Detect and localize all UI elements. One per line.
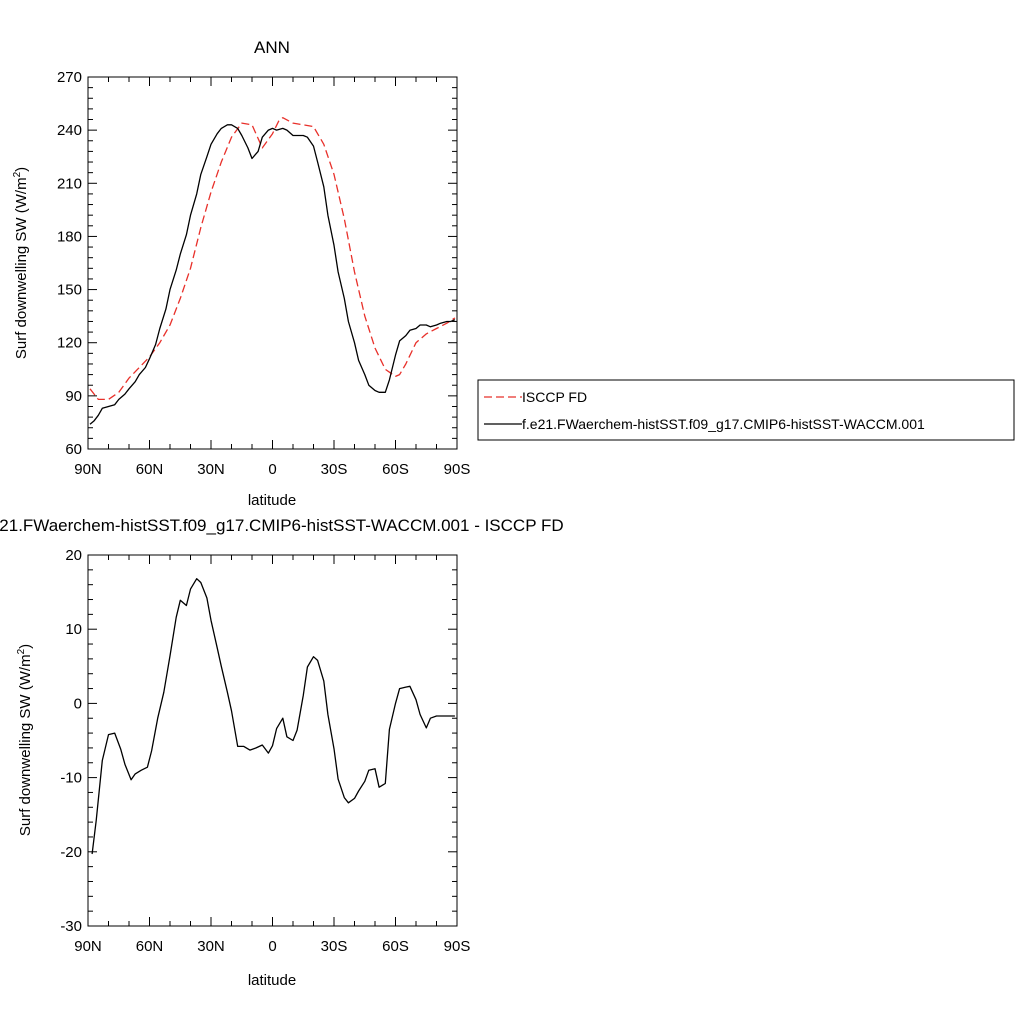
bottom-panel-y-tick-label: -30 (60, 918, 82, 935)
top-panel-x-tick-label: 60N (136, 461, 164, 478)
top-panel-x-tick-label: 60S (382, 461, 409, 478)
top-panel-y-tick-label: 90 (65, 388, 82, 405)
top-panel-x-axis-title: latitude (248, 492, 296, 509)
bottom-panel-x-tick-label: 90N (74, 938, 102, 955)
bottom-panel-x-tick-label: 90S (444, 938, 471, 955)
bottom-panel-y-tick-label: -20 (60, 844, 82, 861)
top-panel-x-tick-label: 30N (197, 461, 225, 478)
bottom-panel-x-tick-label: 0 (268, 938, 276, 955)
top-panel-series-group (89, 117, 456, 425)
top-panel-x-tick-label: 90N (74, 461, 102, 478)
bottom-panel-x-tick-label: 60N (136, 938, 164, 955)
top-panel-y-axis-title: Surf downwelling SW (W/m2) (12, 167, 30, 359)
bottom-panel-series-line-0 (91, 578, 455, 855)
bottom-panel-x-tick-label: 60S (382, 938, 409, 955)
bottom-panel-frame (87, 554, 458, 927)
top-panel: ANN 90N 60N 30N 0 30S 60S 90S 60 90 120 150 180 210 2… (12, 38, 470, 509)
top-panel-series-line-0 (89, 117, 456, 401)
top-panel-y-tick-label: 120 (57, 335, 82, 352)
top-panel-x-tick-label: 0 (268, 461, 276, 478)
top-panel-y-tick-label: 240 (57, 122, 82, 139)
bottom-panel-series-group (91, 578, 455, 855)
bottom-panel: f.e21.FWaerchem-histSST.f09_g17.CMIP6-hi… (0, 516, 564, 989)
legend: ISCCP FD f.e21.FWaerchem-histSST.f09_g17… (477, 379, 1015, 441)
top-panel-series-line-1 (89, 124, 456, 425)
bottom-panel-x-tick-label: 30S (321, 938, 348, 955)
legend-box (477, 379, 1015, 441)
top-panel-y-tick-label: 270 (57, 69, 82, 86)
top-panel-y-tick-label: 210 (57, 175, 82, 192)
bottom-panel-y-axis-title: Surf downwelling SW (W/m2) (16, 644, 34, 836)
top-panel-y-tick-label: 60 (65, 441, 82, 458)
top-panel-y-tick-label: 150 (57, 282, 82, 299)
bottom-panel-y-tick-label: -10 (60, 770, 82, 787)
bottom-panel-x-tick-label: 30N (197, 938, 225, 955)
top-panel-x-tick-label: 90S (444, 461, 471, 478)
legend-label-isccp: ISCCP FD (522, 389, 587, 405)
top-panel-title: ANN (254, 38, 290, 57)
bottom-panel-y-tick-label: 10 (65, 621, 82, 638)
top-panel-ticks: 90N 60N 30N 0 30S 60S 90S 60 90 120 150 180 210 240 27… (57, 69, 470, 478)
bottom-panel-y-tick-label: 0 (74, 695, 82, 712)
top-panel-y-tick-label: 180 (57, 228, 82, 245)
bottom-panel-x-axis-title: latitude (248, 972, 296, 989)
bottom-panel-title: f.e21.FWaerchem-histSST.f09_g17.CMIP6-hi… (0, 516, 564, 535)
top-panel-x-tick-label: 30S (321, 461, 348, 478)
bottom-panel-y-tick-label: 20 (65, 547, 82, 564)
bottom-panel-ticks: 90N 60N 30N 0 30S 60S 90S -30 -20 -10 0 10 20 (60, 547, 470, 955)
legend-label-model: f.e21.FWaerchem-histSST.f09_g17.CMIP6-hi… (522, 416, 925, 432)
